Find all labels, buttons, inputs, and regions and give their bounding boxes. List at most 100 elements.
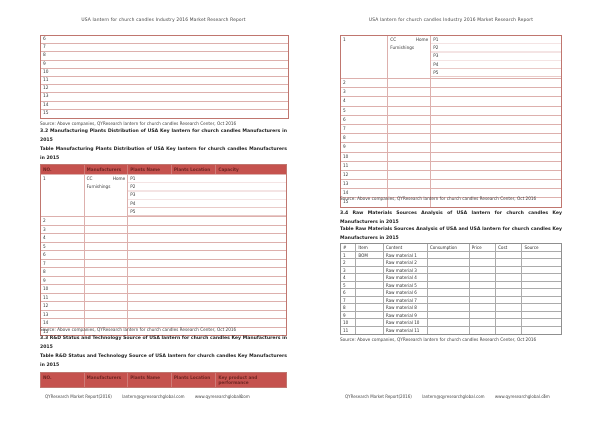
empty-cell	[128, 260, 286, 268]
empty-cell	[85, 251, 129, 259]
empty-cell	[388, 88, 432, 97]
empty-cell	[496, 296, 523, 303]
table-caption-3-3: Table R&D Status and Technology Source o…	[40, 354, 287, 368]
content-cell: Raw material 8	[384, 304, 428, 311]
empty-cell	[470, 289, 497, 296]
section-heading-3-2: 3.2 Manufacturing Plants Distribution of…	[40, 129, 287, 143]
empty-cell	[128, 277, 286, 285]
page-footer: QYResearch Market Report(2016) lantern@q…	[40, 394, 287, 399]
table-caption-3-4: Table Raw Materials Sources Analysis of …	[340, 227, 562, 241]
section-heading-3-4: 3.4 Raw Materials Sources Analysis of US…	[340, 211, 562, 225]
row-number-cell: 11	[341, 161, 389, 170]
empty-cell	[128, 234, 286, 242]
empty-cell	[388, 198, 432, 207]
column-header: Manufacturers	[85, 165, 129, 174]
empty-cell	[128, 217, 286, 225]
row-number-cell: 1	[41, 175, 85, 216]
row-number-cell: 10	[41, 285, 85, 293]
empty-cell	[85, 217, 129, 225]
empty-cell	[428, 304, 470, 311]
table-row: 12	[41, 85, 288, 94]
row-number-cell: 13	[41, 310, 85, 318]
empty-cell	[428, 326, 470, 334]
empty-cell	[470, 266, 497, 273]
empty-cell	[431, 107, 561, 115]
table-row: 10	[41, 69, 288, 77]
empty-cell	[496, 319, 523, 326]
table-row: 10 Raw material 10	[341, 319, 561, 327]
empty-cell	[128, 302, 286, 310]
row-number-cell: 14	[341, 189, 389, 198]
table-row: 4	[41, 233, 286, 242]
row-number-cell: 8	[341, 304, 357, 311]
empty-cell	[85, 268, 129, 276]
empty-cell	[522, 252, 561, 259]
row-number-cell: 6	[341, 115, 389, 124]
table-header-row: NO. Manufacturers Plants Name Plants Loc…	[41, 373, 286, 387]
table-header-row: NO. Manufacturers Plants Name Plants Loc…	[41, 165, 286, 174]
empty-cell	[128, 226, 286, 234]
empty-cell	[85, 319, 129, 327]
empty-cell	[428, 274, 470, 281]
footer-report-name: QYResearch Market Report(2016)	[345, 394, 412, 399]
table-row: 10	[341, 151, 561, 161]
row-number-cell: 12	[341, 170, 389, 180]
empty-cell	[431, 143, 561, 151]
row-number-cell: 1	[341, 36, 389, 78]
empty-cell	[522, 267, 561, 274]
empty-cell	[428, 311, 470, 318]
content-cell: Raw material 9	[384, 311, 428, 318]
row-number-cell: 2	[341, 259, 357, 266]
table-row: 13	[41, 93, 288, 102]
column-header: Content	[384, 244, 428, 251]
column-header: Key product and performance	[218, 375, 258, 385]
row-number-cell: 12	[41, 302, 85, 310]
content-cell: Raw material 6	[384, 289, 428, 296]
table-row: 3 Raw material 3	[341, 266, 561, 274]
report-page-6: USA lantern for church candles Industry …	[40, 0, 289, 424]
row-number-cell: 7	[341, 124, 389, 134]
row-number-cell: 4	[341, 97, 389, 106]
content-cell: Raw material 1	[384, 251, 428, 258]
column-header: #	[341, 244, 357, 251]
empty-cell	[128, 251, 286, 259]
table-row: 11	[341, 160, 561, 170]
empty-cell	[431, 116, 561, 124]
table-row: 11	[41, 292, 286, 301]
item-cell	[356, 274, 384, 281]
empty-cell	[496, 266, 523, 273]
empty-cell	[496, 274, 523, 281]
table-row: 2	[41, 216, 286, 225]
empty-cell	[85, 242, 129, 250]
empty-cell	[431, 134, 561, 142]
empty-cell	[496, 259, 523, 266]
empty-cell	[85, 293, 129, 301]
table-row: 13	[41, 309, 286, 318]
empty-cell	[470, 304, 497, 311]
footer-website: www.qyresearchglobal.com	[494, 394, 550, 399]
table-row: 9	[341, 142, 561, 152]
table-row: 11 Raw material 11	[341, 326, 561, 334]
empty-cell	[470, 274, 497, 281]
row-number-cell: 6	[341, 289, 357, 296]
row-number-cell: 15	[341, 198, 389, 207]
page-number: 6	[240, 394, 243, 399]
empty-cell	[428, 259, 470, 266]
empty-cell	[85, 327, 129, 335]
row-number-cell: 2	[41, 217, 85, 225]
table-row: 14	[41, 318, 286, 327]
row-number-cell: 3	[341, 266, 357, 273]
row-number-cell: 7	[41, 259, 85, 267]
table-row: 9	[41, 275, 286, 285]
table-row: 2 Raw material 2	[341, 259, 561, 267]
table-row: 12	[341, 169, 561, 180]
column-header: NO.	[41, 165, 85, 174]
empty-cell	[522, 304, 561, 311]
empty-cell	[522, 282, 561, 289]
raw-materials-table: # Item Content Consumption Price Cost So…	[340, 243, 562, 335]
column-header: Cost	[496, 244, 523, 251]
table-row: 8	[41, 52, 288, 61]
rd-status-table-header: NO. Manufacturers Plants Name Plants Loc…	[40, 372, 287, 388]
empty-cell	[428, 251, 470, 258]
